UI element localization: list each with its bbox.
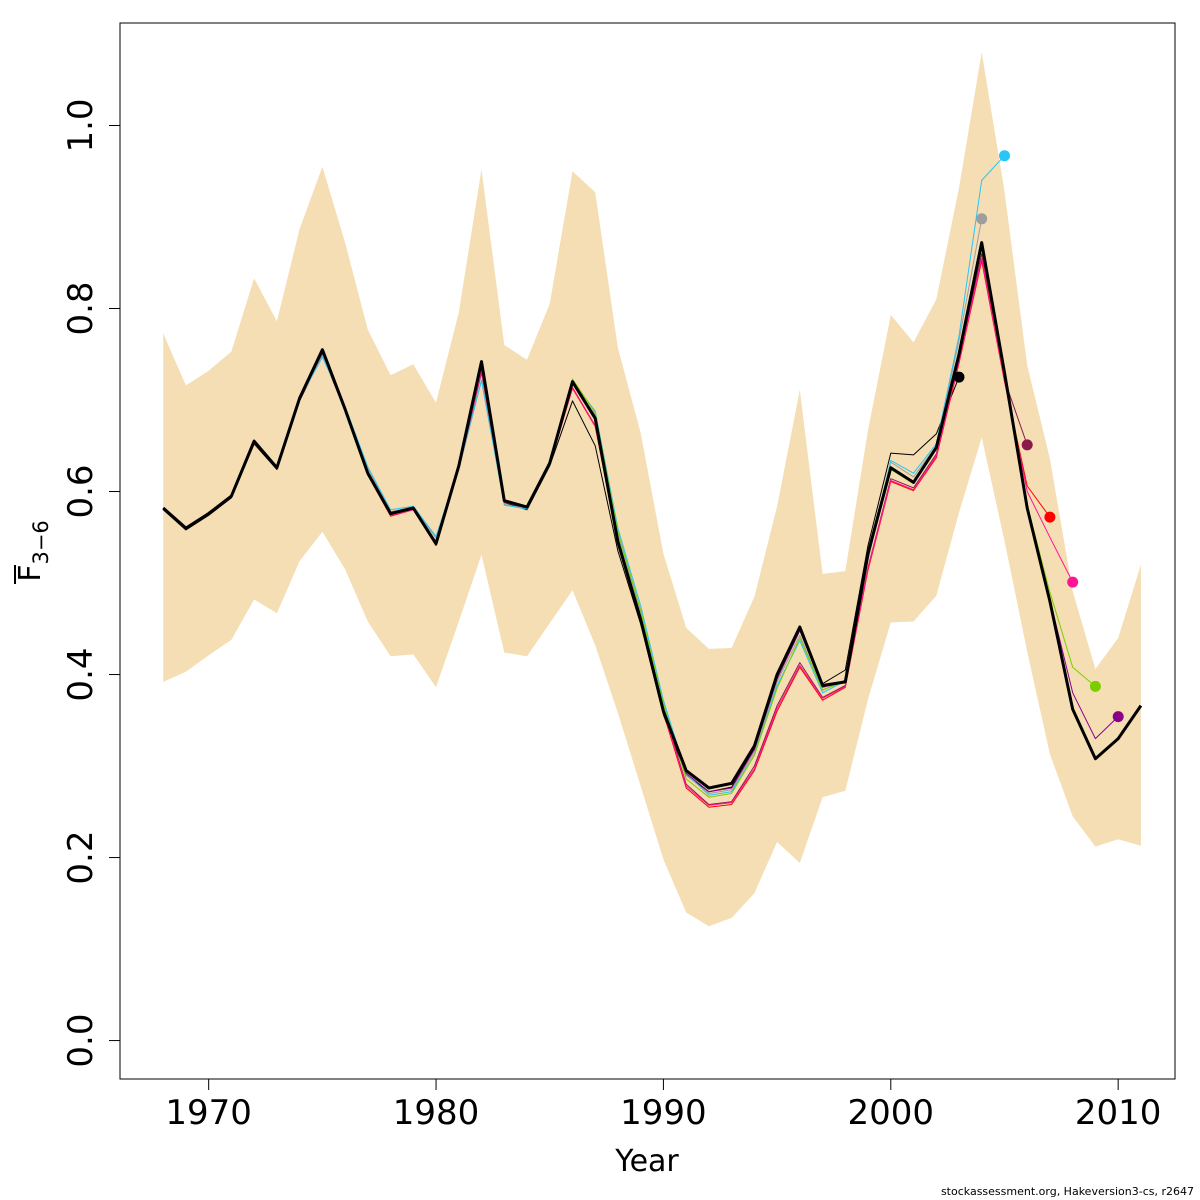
footnote: stockassessment.org, Hakeversion3-cs, r2…: [940, 1185, 1194, 1198]
y-tick-label: 0.0: [61, 1014, 101, 1068]
confidence-band: [163, 52, 1141, 927]
x-tick-label: 1990: [620, 1093, 707, 1133]
y-tick-label: 0.2: [61, 831, 101, 885]
series-end-point-6: [1044, 511, 1056, 523]
series-layer: [162, 155, 1143, 808]
y-axis-title: F3−6: [13, 520, 53, 584]
x-axis-title: Year: [614, 1144, 679, 1179]
x-tick-label: 2000: [848, 1093, 935, 1133]
x-tick-label: 2010: [1075, 1093, 1162, 1133]
x-axis: 1970 1980 1990 2000 2010: [165, 1078, 1162, 1133]
series-end-point-9: [1112, 711, 1124, 723]
series-end-point-2: [953, 371, 965, 383]
y-tick-label: 0.8: [61, 281, 101, 335]
y-axis: 0.0 0.2 0.4 0.6 0.8 1.0: [61, 98, 121, 1068]
series-line-1: [162, 241, 1143, 790]
y-tick-label: 1.0: [61, 98, 101, 152]
series-end-point-3: [976, 213, 988, 225]
end-marker-layer: [953, 150, 1124, 723]
y-axis-title-subscript: 3−6: [29, 520, 53, 564]
y-axis-title-symbol: F: [13, 565, 48, 582]
y-tick-label: 0.4: [61, 647, 101, 701]
series-end-point-5: [1021, 439, 1033, 451]
series-end-point-7: [1067, 576, 1079, 588]
series-end-point-8: [1089, 680, 1101, 692]
x-tick-label: 1970: [165, 1093, 252, 1133]
x-tick-label: 1980: [393, 1093, 480, 1133]
confidence-band-layer: [163, 52, 1141, 927]
y-tick-label: 0.6: [61, 464, 101, 518]
svg-text:F3−6: F3−6: [13, 520, 53, 582]
series-end-point-4: [999, 150, 1010, 162]
